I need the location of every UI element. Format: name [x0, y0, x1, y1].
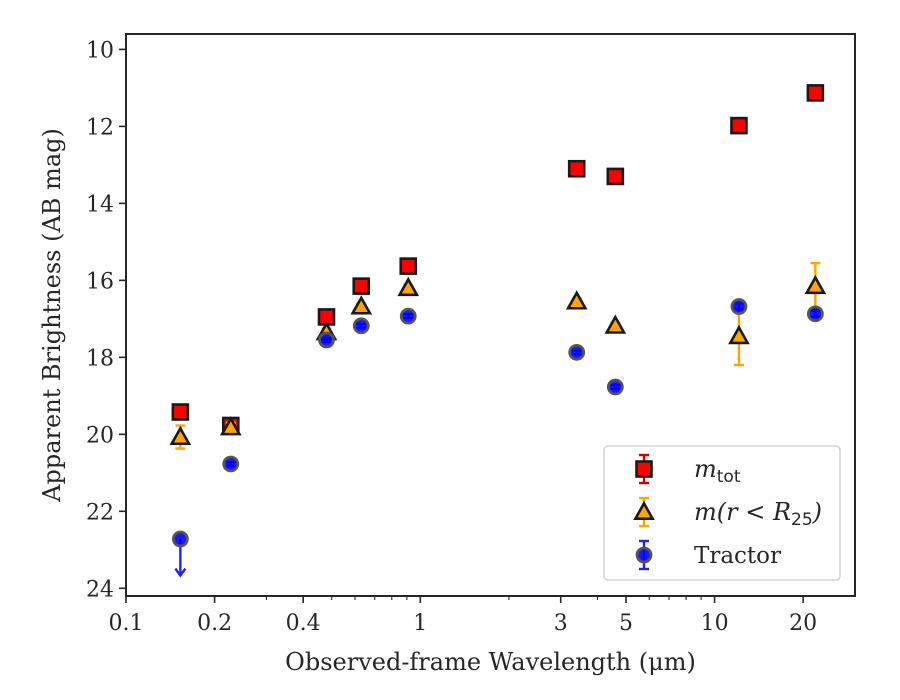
triangle-marker	[169, 425, 192, 446]
legend-label-end: )	[812, 498, 822, 526]
x-tick-label: 0.2	[197, 611, 232, 636]
data-point	[352, 277, 371, 295]
data-point	[728, 306, 750, 367]
circle-marker	[171, 530, 189, 548]
data-point	[169, 424, 192, 450]
y-tick-label: 16	[86, 269, 114, 294]
data-point	[399, 257, 418, 275]
triangle-marker	[604, 314, 627, 334]
triangle-marker	[565, 290, 588, 310]
data-point	[606, 378, 624, 396]
data-point	[171, 403, 190, 421]
legend-frame	[603, 445, 841, 581]
upper-limit-arrowhead	[174, 567, 187, 578]
data-point	[318, 331, 335, 349]
plot-frame	[125, 33, 856, 597]
data-point	[730, 298, 748, 315]
data-point	[397, 276, 420, 297]
circle-marker	[730, 298, 748, 315]
axis-ticks: 10 12 14 16 18 20 22 24 0.1 0.2 0.4 1 3 5 10 20	[86, 38, 817, 636]
data-point	[804, 261, 827, 311]
triangle-marker	[633, 500, 655, 521]
x-axis-label: Observed-frame Wavelength (μm)	[285, 648, 696, 676]
triangle-marker	[397, 276, 420, 297]
data-point	[352, 317, 370, 335]
data-point	[219, 416, 242, 436]
data-point	[730, 116, 748, 135]
circle-marker	[568, 343, 586, 361]
series-triangle	[169, 261, 827, 450]
x-tick-label: 3	[554, 611, 568, 636]
x-tick-label: 1	[413, 611, 427, 636]
triangle-marker	[728, 324, 750, 345]
y-axis-label: Apparent Brightness (AB mag)	[38, 128, 66, 503]
circle-marker	[606, 378, 624, 396]
data-point	[222, 455, 240, 473]
y-tick-label: 22	[86, 500, 114, 525]
circle-marker	[222, 455, 240, 473]
square-marker	[352, 277, 371, 295]
circle-marker	[806, 305, 824, 323]
x-tick-label: 10	[701, 611, 729, 636]
square-marker	[606, 167, 625, 186]
x-tick-label: 0.1	[109, 611, 144, 636]
y-tick-label: 12	[86, 115, 114, 140]
series-circle	[171, 298, 824, 578]
triangle-marker	[804, 274, 827, 295]
circle-marker	[318, 331, 335, 349]
data-point	[567, 159, 586, 178]
x-tick-label: 20	[789, 611, 817, 636]
circle-marker	[352, 317, 370, 335]
y-tick-label: 14	[86, 192, 114, 217]
y-tick-label: 10	[86, 38, 114, 63]
triangle-marker	[219, 416, 242, 436]
data-point	[806, 84, 825, 102]
data-marks	[169, 84, 827, 578]
data-point	[604, 314, 627, 334]
y-tick-label: 24	[86, 577, 114, 602]
legend-subscript: tot	[717, 467, 741, 487]
data-point	[350, 295, 373, 315]
data-point	[606, 167, 625, 186]
legend-entry: Tractor	[635, 539, 781, 571]
data-point	[399, 307, 417, 325]
series-square	[171, 84, 825, 435]
triangle-marker	[350, 295, 373, 315]
square-marker	[399, 257, 418, 275]
square-marker	[635, 460, 653, 478]
y-tick-label: 18	[86, 346, 114, 371]
square-marker	[171, 403, 190, 421]
x-tick-label: 5	[619, 611, 633, 636]
data-point	[171, 530, 189, 578]
square-marker	[567, 159, 586, 178]
data-point	[568, 343, 586, 361]
legend-subscript: 25	[791, 510, 813, 530]
square-marker	[730, 116, 748, 135]
legend-label: Tractor	[694, 543, 781, 569]
circle-marker	[399, 307, 417, 325]
data-point	[806, 305, 824, 323]
circle-marker	[635, 546, 653, 564]
square-marker	[806, 84, 825, 102]
y-tick-label: 20	[86, 423, 114, 448]
data-point	[565, 290, 588, 310]
x-tick-label: 0.4	[286, 611, 321, 636]
